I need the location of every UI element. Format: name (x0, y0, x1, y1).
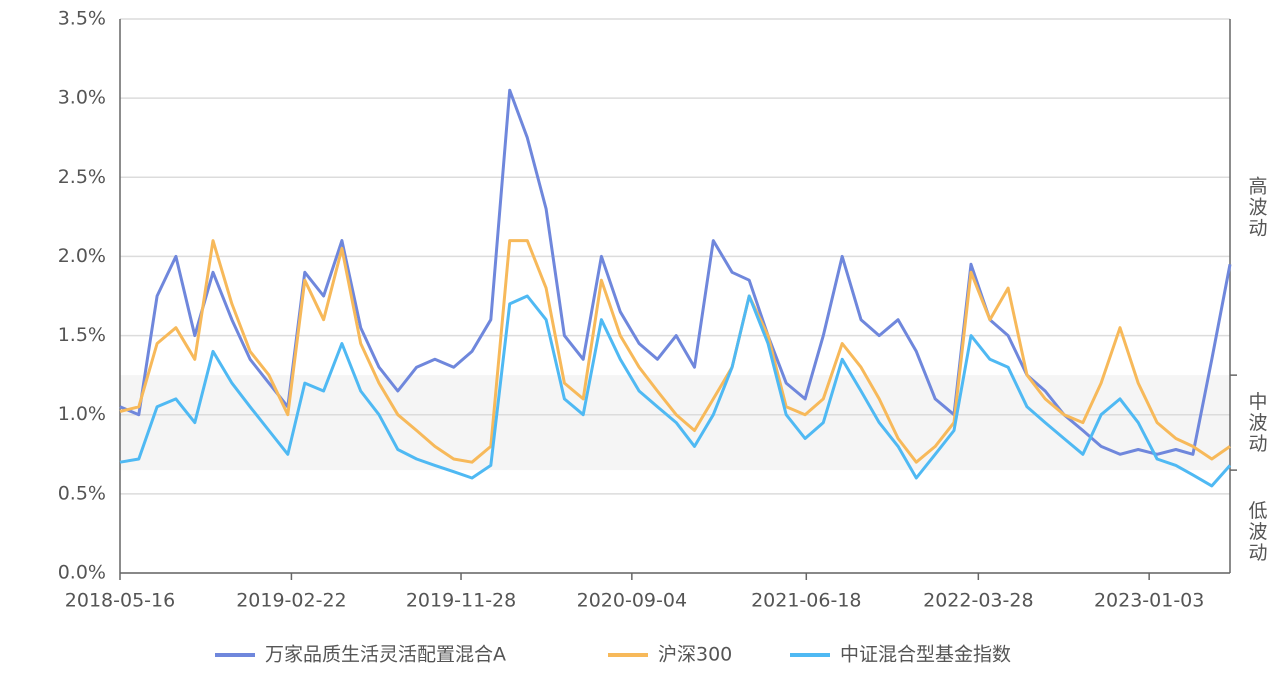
y-tick-label: 0.0% (58, 562, 106, 584)
x-tick-label: 2019-11-28 (406, 590, 516, 612)
y-tick-label: 3.5% (58, 8, 106, 30)
series-line (119, 239, 1231, 464)
y-tick-label: 1.5% (58, 324, 106, 346)
y-tick-label: 2.0% (58, 245, 106, 267)
y-tick-label: 2.5% (58, 166, 106, 188)
x-tick-label: 2023-01-03 (1094, 590, 1204, 612)
legend-label: 万家品质生活灵活配置混合A (265, 644, 506, 666)
volatility-label: 中波动 (1246, 391, 1268, 454)
x-tick-label: 2021-06-18 (751, 590, 861, 612)
y-tick-label: 3.0% (58, 87, 106, 109)
x-tick-label: 2019-02-22 (236, 590, 346, 612)
series-line (119, 88, 1232, 456)
x-tick-label: 2020-09-04 (577, 590, 687, 612)
y-tick-label: 1.0% (58, 403, 106, 425)
x-tick-label: 2018-05-16 (65, 590, 175, 612)
x-tick-label: 2022-03-28 (923, 590, 1033, 612)
series-line (119, 294, 1232, 488)
legend-label: 沪深300 (658, 644, 732, 666)
y-tick-label: 0.5% (58, 482, 106, 504)
volatility-label: 高波动 (1246, 175, 1268, 238)
legend-label: 中证混合型基金指数 (840, 644, 1011, 666)
volatility-label: 低波动 (1246, 500, 1268, 563)
